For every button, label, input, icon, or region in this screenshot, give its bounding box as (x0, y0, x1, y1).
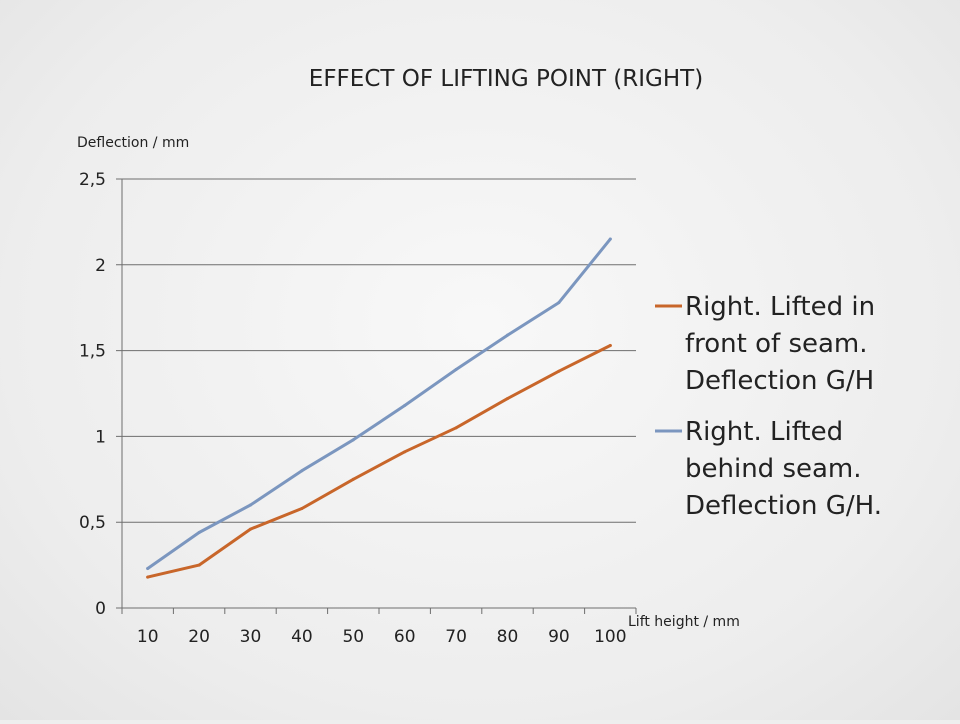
legend-label: Deflection G/H (685, 366, 874, 396)
x-tick-label: 40 (291, 627, 313, 647)
y-tick-label: 1 (95, 427, 106, 447)
x-tick-label: 100 (594, 627, 626, 647)
data-point (608, 343, 612, 347)
chart-title: EFFECT OF LIFTING POINT (RIGHT) (309, 66, 703, 92)
y-tick-label: 0,5 (79, 513, 106, 533)
data-point (403, 404, 407, 408)
y-axis-label: Deflection / mm (77, 135, 189, 151)
data-point (454, 367, 458, 371)
x-tick-labels: 10 20 30 40 50 60 70 80 90 100 (137, 627, 627, 647)
x-tick-label: 90 (548, 627, 570, 647)
x-tick-label: 80 (497, 627, 519, 647)
data-point (454, 426, 458, 430)
axes (121, 179, 637, 614)
data-point (249, 527, 252, 531)
series-line-2 (146, 237, 612, 570)
x-axis-label: Lift height / mm (628, 614, 740, 630)
y-tick-label: 2,5 (79, 170, 106, 190)
y-tick-label: 2 (95, 256, 106, 276)
y-tick-label: 0 (95, 599, 106, 619)
data-point (146, 575, 150, 579)
legend-label: Right. Lifted (685, 417, 843, 447)
series-line-1 (146, 344, 612, 579)
x-tick-label: 10 (137, 627, 159, 647)
data-point (506, 333, 509, 337)
data-point (300, 469, 304, 473)
y-tick-labels: 0 0,5 1 1,5 2 2,5 (79, 170, 106, 619)
legend-label: front of seam. (685, 329, 868, 359)
data-point (300, 506, 304, 510)
x-tick-label: 70 (445, 627, 467, 647)
data-point (351, 438, 355, 442)
legend-label: Right. Lifted in (685, 292, 875, 322)
x-tick-label: 20 (188, 627, 210, 647)
legend-label: Deflection G/H. (685, 491, 882, 521)
gridlines (116, 178, 636, 609)
data-point (146, 567, 150, 571)
data-point (403, 450, 407, 454)
series (146, 237, 612, 579)
x-tick-label: 50 (342, 627, 364, 647)
x-tick-label: 30 (240, 627, 262, 647)
data-point (608, 237, 612, 241)
data-point (197, 530, 201, 534)
data-point (506, 397, 509, 401)
data-point (351, 477, 355, 481)
data-point (557, 301, 561, 305)
data-point (249, 503, 252, 507)
legend: Right. Lifted in front of seam. Deflection… (655, 292, 882, 521)
legend-label: behind seam. (685, 454, 862, 484)
data-point (557, 369, 561, 373)
x-tick-label: 60 (394, 627, 416, 647)
y-tick-label: 1,5 (79, 342, 106, 362)
data-point (197, 563, 201, 567)
